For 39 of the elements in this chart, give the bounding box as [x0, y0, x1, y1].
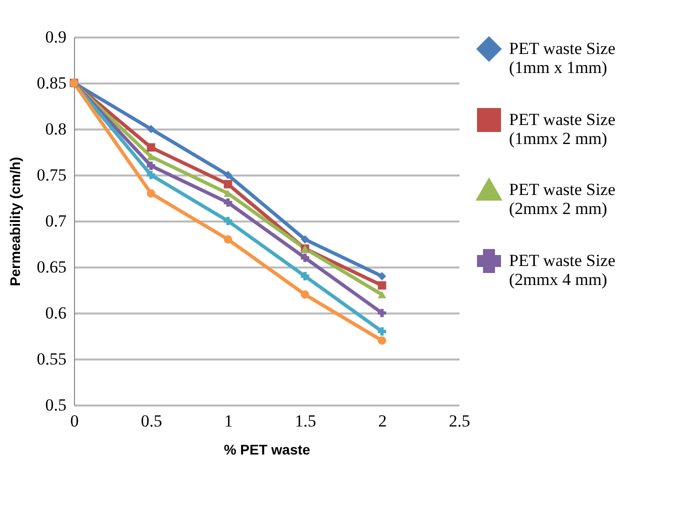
point — [224, 198, 232, 207]
x-tick-label: 2.5 — [448, 412, 470, 430]
y-tick-label: 0.55 — [36, 350, 66, 368]
y-tick-label: 0.7 — [45, 212, 67, 230]
point — [146, 189, 156, 198]
x-tick-label: 0.5 — [140, 412, 162, 430]
point — [300, 254, 310, 262]
legend-label: PET waste Size (1mm x 1mm) — [509, 39, 616, 77]
point — [300, 290, 310, 299]
point — [224, 235, 232, 244]
legend-label: PET waste Size (1mmx 2 mm) — [509, 110, 616, 148]
point — [146, 143, 156, 152]
y-tick-label: 0.85 — [36, 74, 66, 92]
point — [146, 162, 156, 170]
x-axis-title: % PET waste — [224, 442, 310, 458]
point — [378, 336, 386, 345]
point — [146, 124, 156, 134]
y-tick-label: 0.65 — [36, 258, 66, 276]
y-tick-label: 0.8 — [45, 120, 66, 138]
point — [378, 281, 386, 290]
point — [378, 327, 386, 336]
point — [300, 235, 310, 244]
point — [378, 272, 386, 280]
y-tick-label: 0.5 — [45, 396, 66, 414]
x-tick-label: 0 — [70, 412, 79, 430]
x-tick-label: 2 — [378, 412, 387, 430]
point — [224, 170, 232, 180]
x-tick-label: 1 — [224, 412, 233, 430]
point — [146, 152, 156, 160]
x-tick-label: 1.5 — [294, 412, 316, 430]
point — [300, 272, 310, 280]
y-tick-label: 0.9 — [45, 28, 66, 46]
point — [378, 290, 386, 298]
y-tick-label: 0.75 — [36, 166, 66, 184]
legend-label: PET waste Size (2mmx 4 mm) — [509, 251, 616, 289]
point — [224, 180, 232, 188]
y-tick-label: 0.6 — [45, 304, 66, 322]
legend-label: PET waste Size (2mmx 2 mm) — [509, 180, 616, 218]
y-axis-title: Permeability (cm/h) — [6, 156, 23, 286]
